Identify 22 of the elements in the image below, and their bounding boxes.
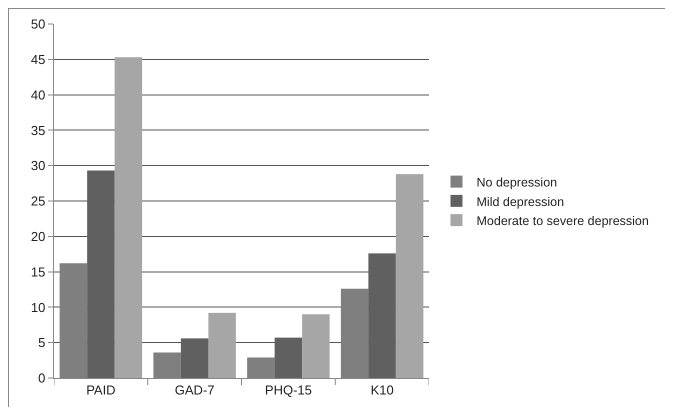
y-tick-label: 0 (38, 370, 46, 386)
bar (114, 57, 142, 378)
y-tick-label: 15 (30, 264, 46, 280)
bar (208, 312, 236, 378)
legend-label: Mild depression (476, 194, 564, 209)
x-tick-label: PHQ-15 (264, 382, 312, 398)
legend-label: Moderate to severe depression (476, 214, 649, 228)
x-tick-label: PAID (86, 382, 116, 398)
y-tick-label: 40 (30, 87, 46, 102)
y-tick-label: 35 (30, 122, 46, 138)
y-tick-label: 10 (30, 300, 46, 315)
x-tick-label: GAD-7 (174, 382, 214, 398)
y-tick-label: 30 (30, 158, 46, 174)
y-tick-label: 45 (30, 52, 46, 67)
x-tick-label: K10 (370, 382, 394, 398)
y-tick-label: 50 (30, 16, 46, 32)
bar (396, 174, 424, 378)
y-tick-label: 5 (38, 335, 46, 350)
bar (302, 314, 330, 378)
legend-label: No depression (476, 176, 558, 190)
y-tick-label: 20 (30, 228, 46, 244)
y-tick-label: 25 (30, 194, 46, 209)
